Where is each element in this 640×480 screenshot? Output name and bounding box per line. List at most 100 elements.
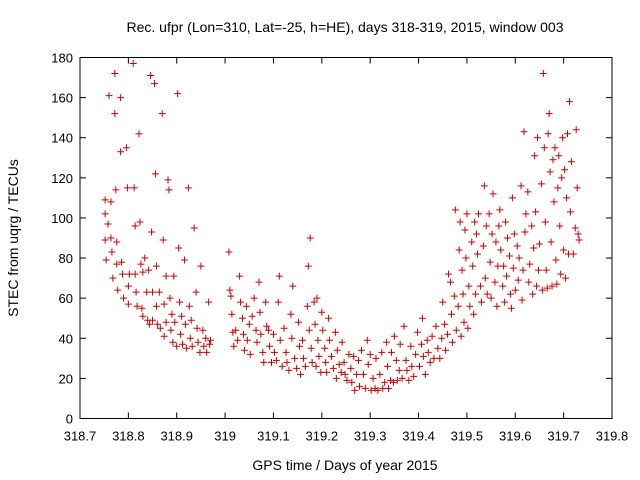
x-tick-label: 319.6	[499, 429, 532, 444]
data-point	[436, 354, 444, 362]
data-point	[456, 218, 464, 226]
data-point	[515, 254, 523, 262]
data-point	[288, 334, 296, 342]
data-point	[135, 130, 143, 138]
data-point	[555, 152, 563, 160]
data-point	[361, 384, 369, 392]
data-point	[129, 60, 137, 68]
data-point	[165, 186, 173, 194]
data-point	[518, 296, 526, 304]
data-point	[482, 222, 490, 230]
data-point	[488, 230, 496, 238]
data-point	[543, 284, 551, 292]
data-point	[560, 246, 568, 254]
data-point	[269, 330, 277, 338]
data-point	[139, 312, 147, 320]
data-point	[131, 222, 139, 230]
data-point	[553, 280, 561, 288]
data-point	[550, 198, 558, 206]
data-point	[304, 262, 312, 270]
data-point	[272, 356, 280, 364]
data-point	[179, 340, 187, 348]
data-point	[530, 244, 538, 252]
data-point	[541, 218, 549, 226]
data-point	[424, 348, 432, 356]
data-point	[542, 266, 550, 274]
data-point	[188, 342, 196, 350]
data-point	[473, 230, 481, 238]
data-point	[332, 374, 340, 382]
data-point	[226, 286, 234, 294]
data-point	[278, 362, 286, 370]
data-point	[501, 298, 509, 306]
data-point	[565, 98, 573, 106]
data-point	[151, 170, 159, 178]
data-point	[533, 282, 541, 290]
data-point	[287, 310, 295, 318]
data-point	[485, 210, 493, 218]
data-point	[476, 282, 484, 290]
data-point	[564, 130, 572, 138]
x-tick-label: 319.2	[306, 429, 339, 444]
data-point	[539, 70, 547, 78]
data-point	[113, 260, 121, 268]
data-point	[405, 376, 413, 384]
data-point	[563, 194, 571, 202]
data-point	[301, 362, 309, 370]
data-point	[465, 282, 473, 290]
data-point	[451, 206, 459, 214]
data-point	[159, 236, 167, 244]
data-point	[574, 230, 582, 238]
data-point	[185, 302, 193, 310]
data-point	[532, 208, 540, 216]
data-point	[547, 238, 555, 246]
data-point	[305, 326, 313, 334]
data-point	[462, 254, 470, 262]
data-point	[335, 360, 343, 368]
data-point	[457, 332, 465, 340]
data-point	[101, 210, 109, 218]
data-point	[152, 262, 160, 270]
data-point	[262, 298, 270, 306]
x-axis: 318.7 318.8 318.9 319 319.1 319.2 319.3 319.4 31…	[64, 57, 628, 444]
data-point	[164, 176, 172, 184]
data-point	[228, 310, 236, 318]
data-point	[237, 298, 245, 306]
data-point	[133, 302, 141, 310]
data-point	[158, 110, 166, 118]
chart-title: Rec. ufpr (Lon=310, Lat=-25, h=HE), days…	[126, 19, 563, 35]
data-point	[571, 224, 579, 232]
data-point	[193, 324, 201, 332]
data-points	[101, 60, 583, 394]
data-point	[162, 272, 170, 280]
data-point	[537, 180, 545, 188]
data-point	[160, 332, 168, 340]
data-point	[120, 294, 128, 302]
data-point	[197, 262, 205, 270]
data-point	[145, 266, 153, 274]
data-point	[149, 316, 157, 324]
data-point	[206, 340, 214, 348]
data-point	[139, 268, 147, 276]
data-point	[123, 184, 131, 192]
data-point	[117, 94, 125, 102]
data-point	[548, 282, 556, 290]
data-point	[529, 290, 537, 298]
data-point	[400, 322, 408, 330]
data-point	[521, 228, 529, 236]
data-point	[381, 378, 389, 386]
data-point	[402, 356, 410, 364]
data-point	[434, 344, 442, 352]
data-point	[175, 244, 183, 252]
data-point	[313, 294, 321, 302]
data-point	[463, 210, 471, 218]
data-point	[469, 262, 477, 270]
data-point	[255, 278, 263, 286]
data-point	[282, 348, 290, 356]
data-point	[166, 294, 174, 302]
data-point	[167, 326, 175, 334]
data-point	[102, 256, 110, 264]
data-point	[461, 226, 469, 234]
data-point	[296, 342, 304, 350]
y-tick-label: 60	[59, 291, 73, 306]
